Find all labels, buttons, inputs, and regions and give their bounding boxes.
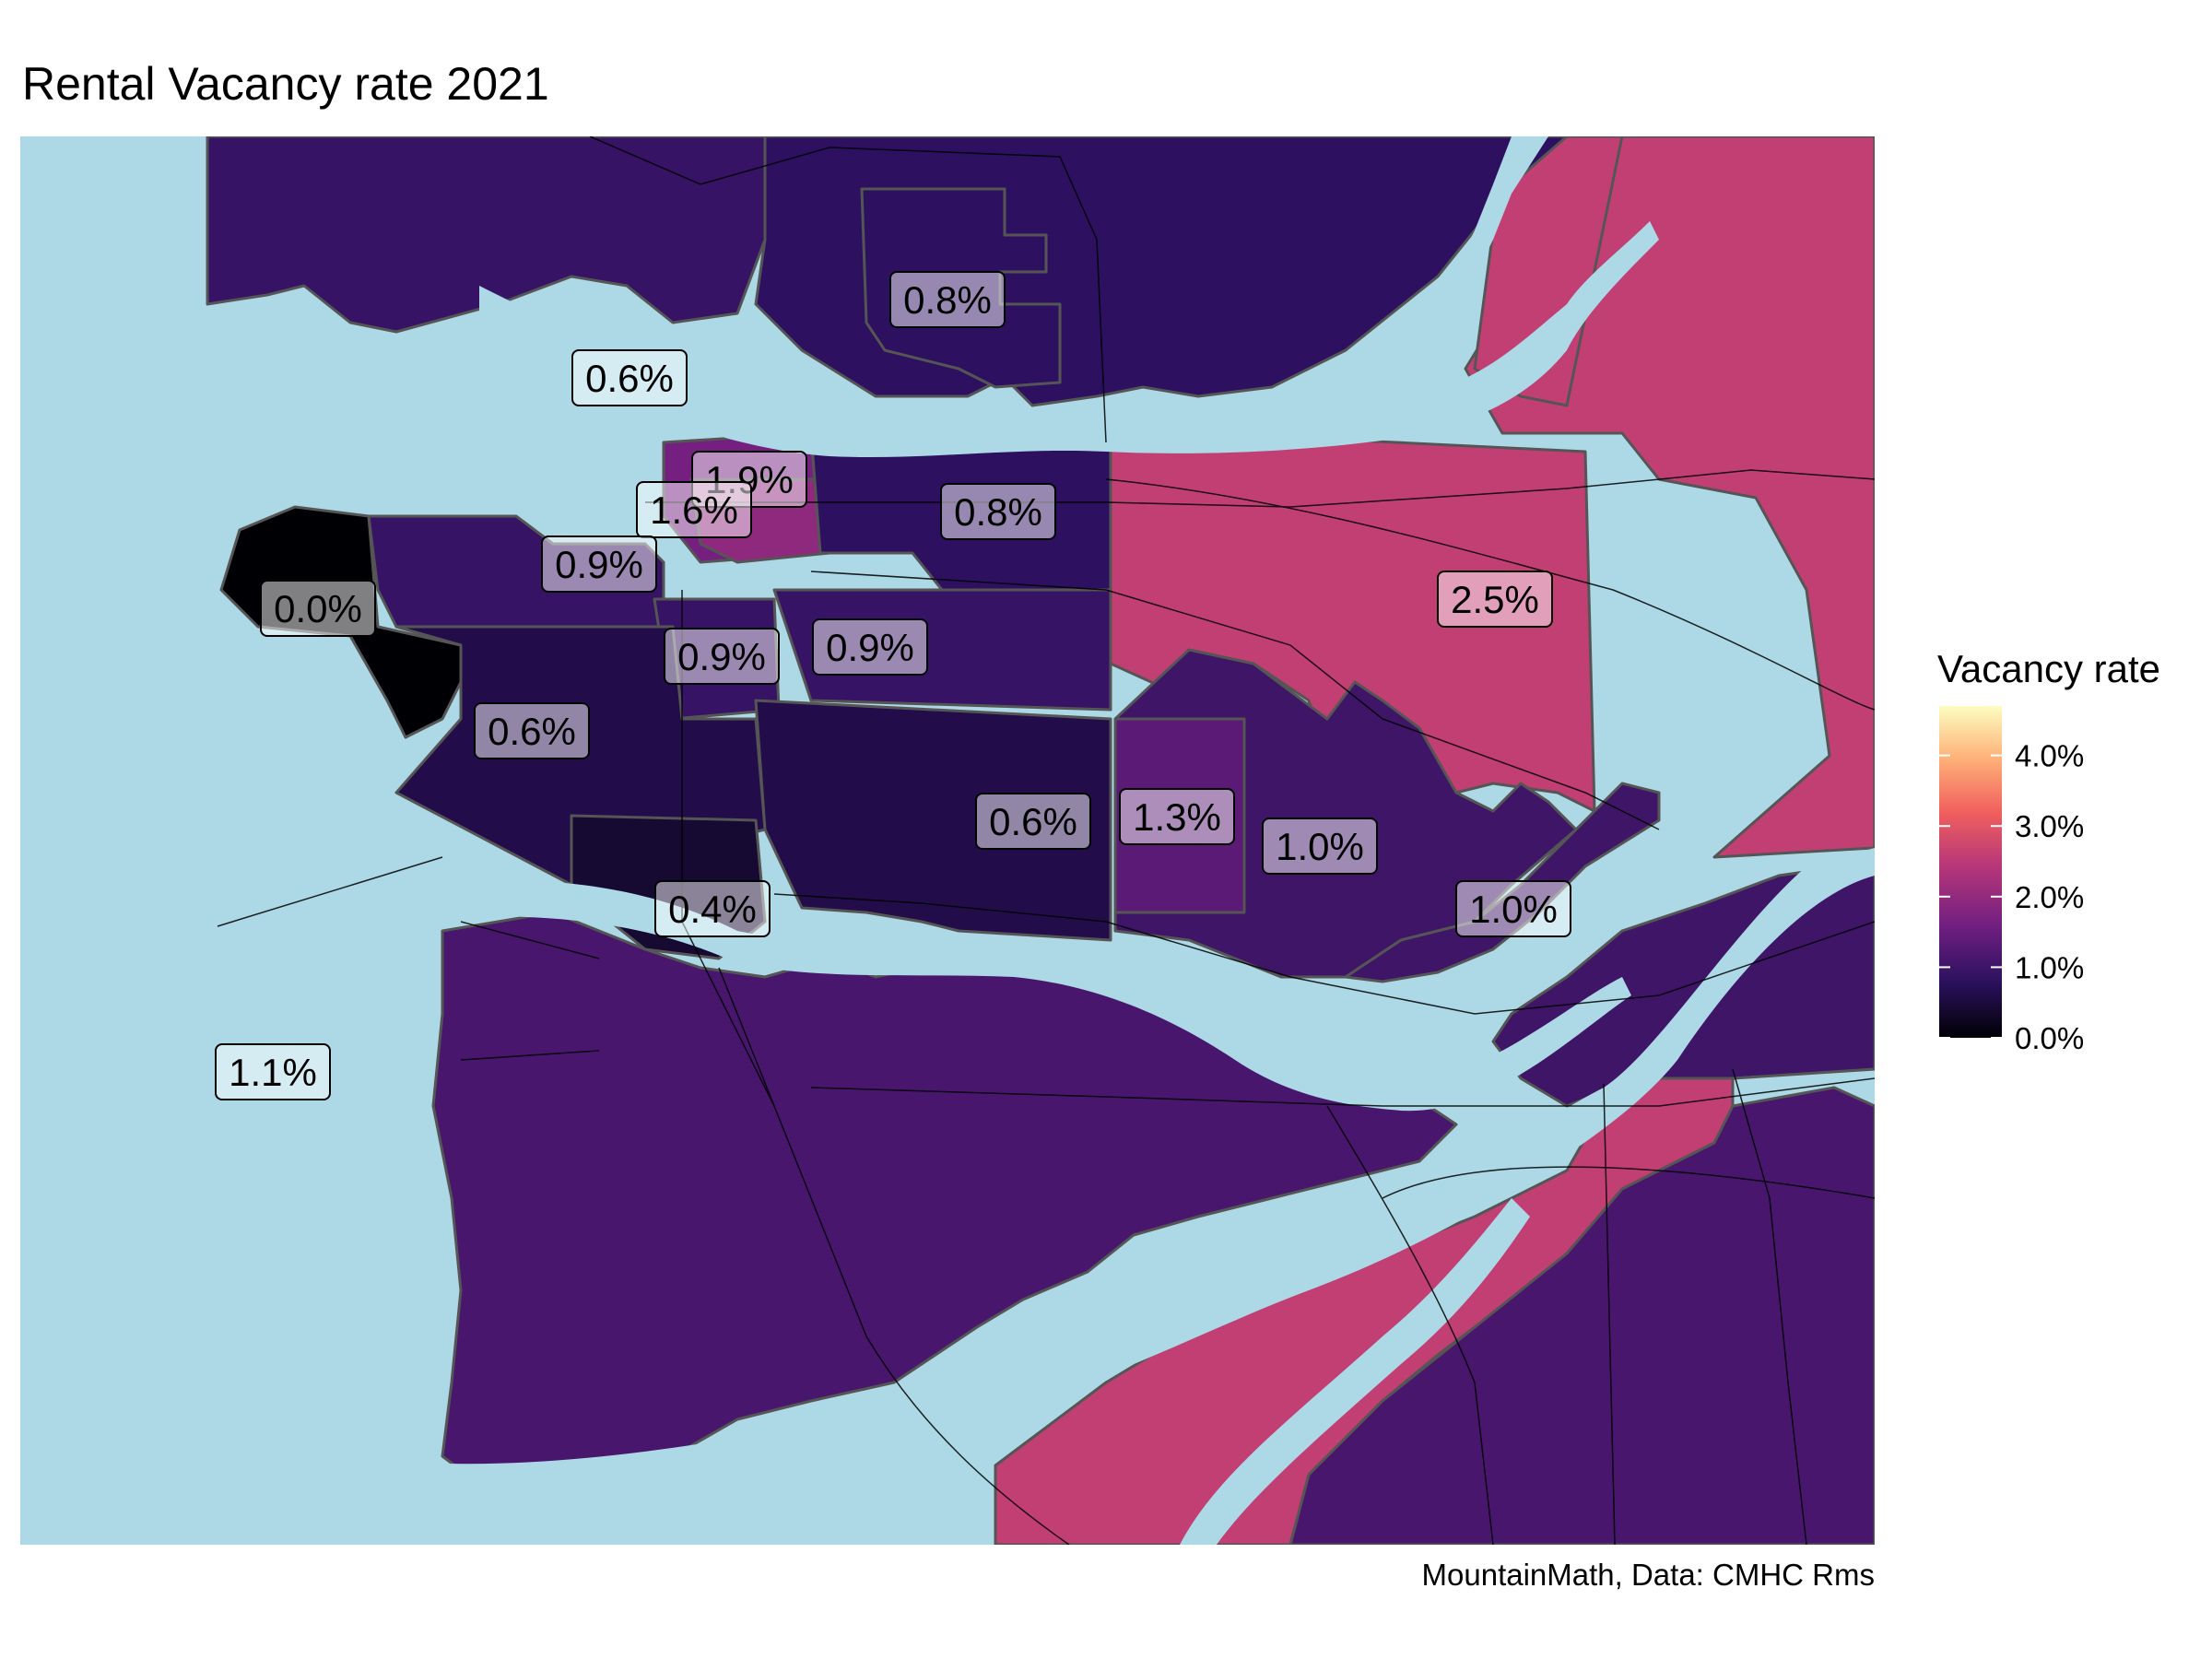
zone-label: 0.6% [571,349,688,406]
zone-label-text: 0.4% [668,888,757,931]
zone-label-box [1262,818,1378,875]
zone-label: 1.0% [1262,818,1378,875]
zone-label-text: 0.9% [555,543,643,586]
zone-label-box [215,1043,331,1100]
zone-label: 0.9% [541,535,657,593]
zone-label-box [260,580,376,637]
zone-label: 0.0% [260,580,376,637]
zone-label-box [474,702,590,759]
zone-label: 0.6% [975,793,1091,850]
zone-label-text: 2.5% [1451,578,1539,621]
zone-label-box [636,481,752,538]
zone-label: 1.3% [1119,788,1235,845]
legend-title: Vacancy rate [1937,647,2160,690]
zone-label-text: 1.0% [1276,825,1364,868]
zone-label: 1.6% [636,481,752,538]
zone-south-vancouver-east [754,699,1112,942]
zone-label-box [812,618,928,676]
zone-label-box [654,880,771,937]
zone-label: 1.0% [1455,880,1571,937]
zone-label-text: 0.8% [954,490,1042,534]
zone-label-box [664,628,780,685]
zone-label-box [975,793,1091,850]
zone-richmond [431,911,1458,1486]
zone-labels: 0.0%0.6%0.6%0.8%0.8%1.9%1.6%0.9%0.9% 0.9%… [215,271,1571,1100]
zone-label-box [1455,880,1571,937]
zone-label-text: 0.9% [826,626,914,669]
chart-title: Rental Vacancy rate 2021 [22,58,549,110]
zone-label-text: 1.1% [229,1051,317,1094]
land-zones [206,136,1875,1545]
zone-label-text: 0.8% [903,278,992,322]
legend-tick-label: 1.0% [2015,950,2084,984]
legend-ticks: 0.0% 1.0% 2.0% 3.0% 4.0% [1939,739,2084,1055]
indian-arm [1452,136,1548,276]
zone-delta-south [1288,1086,1875,1545]
zone-label: 1.1% [215,1043,331,1100]
zone-label: 0.9% [812,618,928,676]
zone-label-text: 1.3% [1133,795,1221,839]
legend-tick-label: 3.0% [2015,809,2084,843]
zone-label-box [1437,571,1553,628]
legend-colorbar [1939,706,2002,1038]
road-lines [217,136,1875,1545]
zone-label-text: 0.0% [274,587,362,630]
zone-label: 0.6% [474,702,590,759]
zone-label: 0.8% [940,483,1056,540]
legend: Vacancy rate 0.0% 1.0% 2.0% 3.0% 4.0% [1937,647,2160,1055]
zone-label: 0.8% [889,271,1006,328]
zone-label-box [1119,788,1235,845]
zone-north-shore [206,136,767,334]
map-panel [20,136,1875,1545]
zone-label-text: 0.6% [585,357,674,400]
zone-label-box [940,483,1056,540]
zone-label-box [541,535,657,593]
fraser-delta-channel [1180,1198,1530,1545]
zone-label-text: 1.6% [650,488,738,532]
zone-label-box [889,271,1006,328]
zone-label-text: 0.6% [989,800,1077,843]
legend-tick-label: 4.0% [2015,739,2084,773]
zone-label-text: 0.9% [677,635,766,678]
zone-label: 0.4% [654,880,771,937]
zone-label-box [571,349,688,406]
legend-tick-label: 2.0% [2015,880,2084,914]
map-caption: MountainMath, Data: CMHC Rms [1421,1558,1875,1592]
legend-tick-label: 0.0% [2015,1021,2084,1055]
zone-label: 2.5% [1437,571,1553,628]
zone-label-text: 1.0% [1469,888,1558,931]
zone-label-text: 0.6% [488,710,576,753]
zone-label: 0.9% [664,628,780,685]
